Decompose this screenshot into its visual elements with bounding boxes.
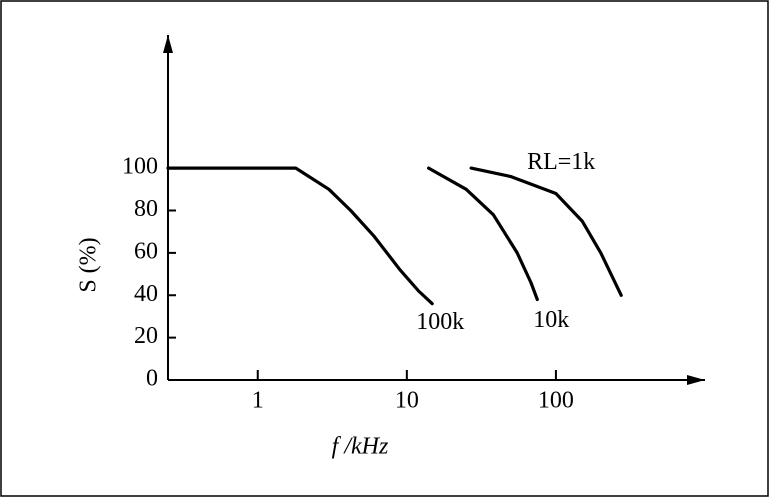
x-tick-label: 100 <box>538 388 574 414</box>
series-label: RL=1k <box>527 149 595 175</box>
y-tick-label: 80 <box>134 196 158 222</box>
series-line <box>469 166 623 297</box>
y-axis-label: S (%) <box>76 237 102 292</box>
x-axis-label: f /kHz <box>332 434 389 460</box>
series-line <box>166 166 434 306</box>
y-tick-label: 60 <box>134 238 158 264</box>
y-tick-label: 100 <box>122 154 158 180</box>
y-tick-label: 40 <box>134 281 158 307</box>
y-tick-label: 20 <box>134 323 158 349</box>
series-line <box>427 166 539 302</box>
series-label: 100k <box>416 309 464 335</box>
x-tick-label: 10 <box>395 388 419 414</box>
x-axis-arrow <box>687 375 705 385</box>
y-axis-arrow <box>163 35 173 53</box>
x-tick-label: 1 <box>252 388 264 414</box>
y-tick-label: 0 <box>146 366 158 392</box>
series-label: 10k <box>533 307 569 333</box>
